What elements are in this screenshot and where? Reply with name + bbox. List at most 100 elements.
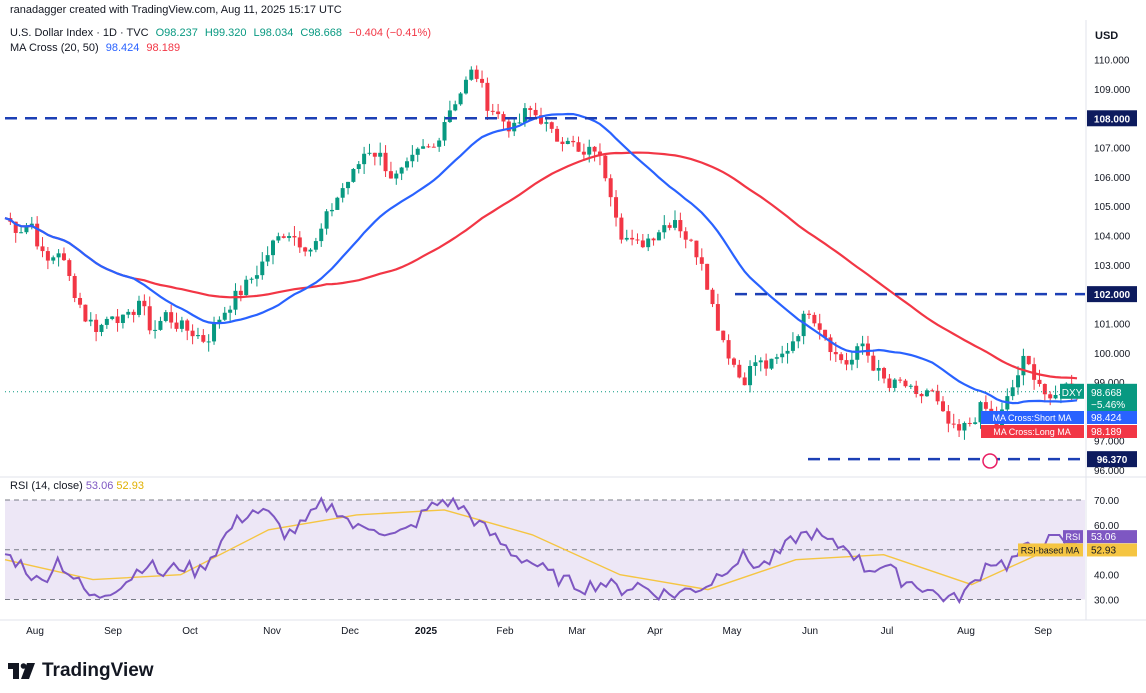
candle-body xyxy=(281,236,286,238)
candle-body xyxy=(1016,375,1021,388)
symbol-name[interactable]: U.S. Dollar Index · 1D · TVC xyxy=(10,27,149,39)
rsi-value-tag xyxy=(1087,530,1137,544)
candle-body xyxy=(898,379,903,381)
candle-body xyxy=(1037,379,1042,384)
candle-body xyxy=(887,378,892,388)
ma-line: MA Cross (20, 50) 98.424 98.189 xyxy=(10,42,184,54)
high-value: H99.320 xyxy=(204,27,247,39)
price-axis-tick: 104.000 xyxy=(1094,232,1131,243)
candle-body xyxy=(914,385,919,394)
candle-body xyxy=(233,290,238,310)
candle-body xyxy=(147,306,152,331)
candle-body xyxy=(340,188,345,198)
rsi-ma-line xyxy=(4,509,1078,591)
candle-body xyxy=(780,353,785,358)
candle-body xyxy=(195,335,200,337)
candle-body xyxy=(839,354,844,361)
candle-body xyxy=(72,276,77,298)
candle-body xyxy=(640,240,645,248)
candle-body xyxy=(383,152,388,172)
candle-body xyxy=(56,253,61,258)
candle-body xyxy=(88,319,93,322)
candle-body xyxy=(212,322,217,342)
candle-body xyxy=(967,422,972,424)
candle-body xyxy=(630,237,635,240)
candle-body xyxy=(517,122,522,124)
candle-body xyxy=(356,164,361,170)
candle-body xyxy=(67,260,72,277)
candle-body xyxy=(453,104,458,111)
rsi-ma-value: 52.93 xyxy=(116,480,144,492)
candle-body xyxy=(941,401,945,412)
ma-tag xyxy=(981,411,1084,424)
time-axis-tick: 2025 xyxy=(415,626,438,637)
candle-body xyxy=(362,153,367,165)
candle-body xyxy=(501,114,506,122)
candle-body xyxy=(115,316,120,324)
candle-body xyxy=(378,152,383,157)
candle-body xyxy=(908,385,913,387)
candle-body xyxy=(978,402,983,423)
change-value: −0.404 (−0.41%) xyxy=(349,27,431,39)
candle-body xyxy=(624,237,629,240)
candle-body xyxy=(474,69,479,79)
candle-body xyxy=(485,82,490,111)
candle-body xyxy=(946,411,951,424)
candle-body xyxy=(1026,355,1031,365)
candle-body xyxy=(849,359,854,365)
ma-label[interactable]: MA Cross (20, 50) xyxy=(10,42,99,54)
candle-body xyxy=(549,122,554,129)
candle-body xyxy=(935,390,940,402)
candle-body xyxy=(13,221,18,233)
rsi-line xyxy=(4,496,1076,605)
candle-body xyxy=(646,238,651,248)
candle-body xyxy=(522,108,527,123)
candle-body xyxy=(726,340,731,359)
candle-body xyxy=(372,152,377,157)
candle-body xyxy=(480,78,485,83)
candle-body xyxy=(24,226,29,233)
symbol-tag xyxy=(1060,383,1084,399)
candle-body xyxy=(592,146,597,152)
candle-body xyxy=(153,329,158,331)
candle-body xyxy=(405,161,409,168)
candle-body xyxy=(228,309,233,313)
ma-short-value: 98.424 xyxy=(105,42,140,54)
rsi-ma-tag xyxy=(1018,543,1083,557)
candle-body xyxy=(715,304,720,331)
candle-body xyxy=(694,240,699,258)
candle-body xyxy=(951,423,956,425)
candle-body xyxy=(260,261,265,276)
candle-body xyxy=(394,173,399,179)
currency-label[interactable]: USD xyxy=(1095,30,1119,42)
rsi-tag xyxy=(1063,530,1083,544)
candle-body xyxy=(335,197,340,210)
candle-body xyxy=(201,335,206,342)
candle-body xyxy=(319,228,324,242)
candle-body xyxy=(35,223,40,247)
event-icon xyxy=(982,453,998,469)
tradingview-logo[interactable]: TradingView xyxy=(8,660,154,682)
candle-body xyxy=(973,422,978,424)
candle-body xyxy=(313,241,318,250)
candle-body xyxy=(678,220,683,232)
ma-tag xyxy=(981,425,1084,438)
close-value: C98.668 xyxy=(300,27,342,39)
candle-body xyxy=(662,225,667,233)
time-axis-tick: Sep xyxy=(1034,626,1052,637)
candle-body xyxy=(699,257,704,264)
author-line: ranadagger created with TradingView.com,… xyxy=(10,4,342,16)
ma-long-line xyxy=(4,151,1078,380)
candle-body xyxy=(276,236,281,241)
candle-body xyxy=(206,341,211,343)
candle-body xyxy=(469,69,474,80)
candle-body xyxy=(656,232,661,241)
rsi-label[interactable]: RSI (14, close) xyxy=(10,480,83,492)
candle-body xyxy=(1053,394,1058,399)
candle-body xyxy=(447,110,452,123)
price-axis-tick: 106.000 xyxy=(1094,173,1131,184)
candle-body xyxy=(801,313,806,337)
candle-body xyxy=(855,346,860,360)
candle-body xyxy=(1032,364,1037,380)
